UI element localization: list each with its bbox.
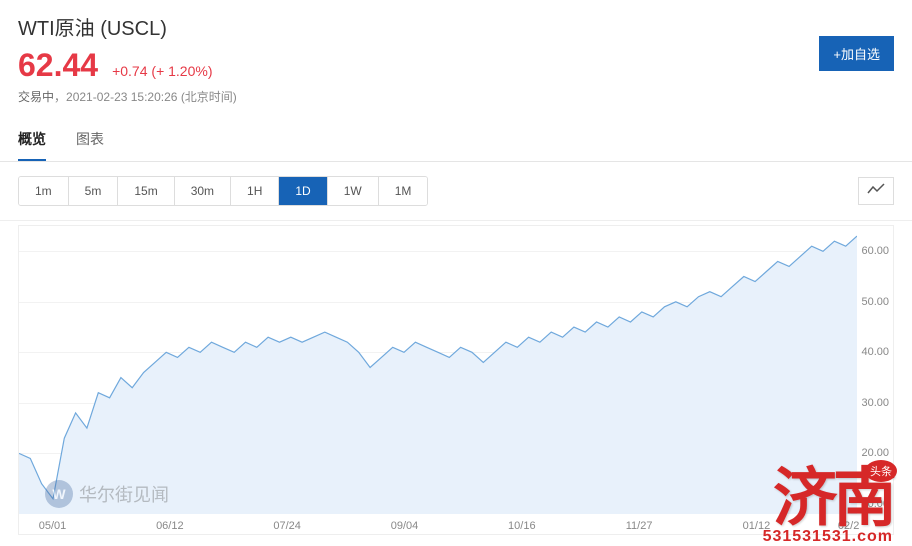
timeframe-15m[interactable]: 15m bbox=[118, 177, 174, 205]
y-axis-label: 50.00 bbox=[861, 296, 889, 308]
status-line: 交易中，2021-02-23 15:20:26 (北京时间) bbox=[18, 88, 894, 105]
tab-1[interactable]: 图表 bbox=[76, 119, 104, 161]
source-stamp: 头条济南531531531.com bbox=[763, 470, 893, 546]
x-axis-label: 10/16 bbox=[508, 520, 536, 532]
timeframe-1m[interactable]: 1m bbox=[19, 177, 69, 205]
y-axis-label: 30.00 bbox=[861, 397, 889, 409]
timeframe-group: 1m5m15m30m1H1D1W1M bbox=[18, 176, 428, 206]
y-axis-label: 40.00 bbox=[861, 346, 889, 358]
add-watchlist-button[interactable]: +加自选 bbox=[819, 36, 894, 71]
price-change: +0.74 (+ 1.20%) bbox=[112, 63, 212, 79]
price-chart[interactable]: 10.0020.0030.0040.0050.0060.0005/0106/12… bbox=[18, 225, 894, 535]
tab-bar: 概览图表 bbox=[0, 119, 912, 162]
watermark: W华尔街见闻 bbox=[45, 480, 169, 508]
x-axis-label: 09/04 bbox=[391, 520, 419, 532]
x-axis-label: 11/27 bbox=[626, 520, 653, 532]
instrument-title: WTI原油 (USCL) bbox=[18, 12, 894, 41]
line-chart-icon bbox=[867, 183, 885, 195]
timeframe-5m[interactable]: 5m bbox=[69, 177, 119, 205]
watermark-text: 华尔街见闻 bbox=[79, 481, 169, 507]
timeframe-1H[interactable]: 1H bbox=[231, 177, 279, 205]
x-axis-label: 06/12 bbox=[156, 520, 184, 532]
x-axis-label: 07/24 bbox=[273, 520, 301, 532]
timeframe-1M[interactable]: 1M bbox=[379, 177, 428, 205]
last-price: 62.44 bbox=[18, 47, 98, 84]
watermark-logo: W bbox=[45, 480, 73, 508]
timeframe-1W[interactable]: 1W bbox=[328, 177, 379, 205]
y-axis-label: 20.00 bbox=[861, 447, 889, 459]
y-axis-label: 60.00 bbox=[861, 245, 889, 257]
chart-svg bbox=[19, 226, 857, 514]
tab-0[interactable]: 概览 bbox=[18, 119, 46, 161]
stamp-url: 531531531.com bbox=[763, 528, 893, 546]
timeframe-30m[interactable]: 30m bbox=[175, 177, 231, 205]
timeframe-1D[interactable]: 1D bbox=[279, 177, 327, 205]
x-axis-label: 05/01 bbox=[39, 520, 67, 532]
chart-type-button[interactable] bbox=[858, 177, 894, 205]
